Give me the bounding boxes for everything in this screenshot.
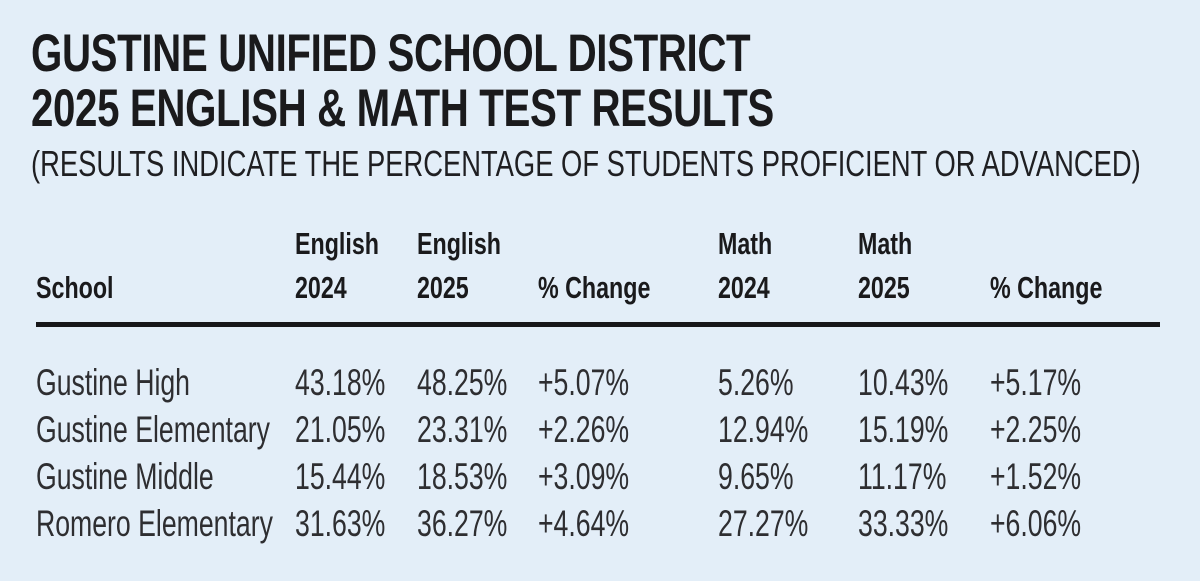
english-2024-value: 15.44% [295,456,386,497]
math-2024-value: 12.94% [718,409,809,450]
table-row-gustine-middle: Gustine Middle 15.44% 18.53% +3.09% 9.65… [36,453,1160,500]
table-row-gustine-high: Gustine High 43.18% 48.25% +5.07% 5.26% … [36,359,1160,406]
table-row-romero-elementary: Romero Elementary 31.63% 36.27% +4.64% 2… [36,500,1160,547]
page-title-line-1: GUSTINE UNIFIED SCHOOL DISTRICT [31,26,1200,81]
page-title-line-2: 2025 ENGLISH & MATH TEST RESULTS [31,81,1200,136]
school-name: Gustine High [36,362,191,403]
english-2025-value: 48.25% [417,362,508,403]
col-header-english-change: % Change [538,270,651,305]
math-2025-value: 15.19% [858,409,949,450]
page-title-line-1-text: GUSTINE UNIFIED SCHOOL DISTRICT [31,24,751,83]
english-2024-value: 43.18% [295,362,386,403]
english-change-value: +3.09% [538,456,630,497]
table-row-gustine-elementary: Gustine Elementary 21.05% 23.31% +2.26% … [36,406,1160,453]
math-2024-value: 27.27% [718,503,809,544]
math-2024-value: 9.65% [718,456,794,497]
page-title-line-2-text: 2025 ENGLISH & MATH TEST RESULTS [31,79,774,138]
english-2025-value: 23.31% [417,409,508,450]
english-2024-value: 21.05% [295,409,386,450]
school-name: Gustine Elementary [36,409,270,450]
results-table: School English 2024 English 2025 % Chang… [36,212,1160,547]
col-header-math-2025: Math 2025 [858,226,913,305]
math-2024-value: 5.26% [718,362,794,403]
school-name: Romero Elementary [36,503,273,544]
english-change-value: +4.64% [538,503,630,544]
col-header-math-2024: Math 2024 [718,226,773,305]
header-divider-rule [36,322,1160,327]
col-header-english-2024: English 2024 [295,226,379,305]
english-2024-value: 31.63% [295,503,386,544]
math-change-value: +2.25% [990,409,1082,450]
math-2025-value: 10.43% [858,362,949,403]
col-header-math-change: % Change [990,270,1103,305]
page-subtitle-text: (RESULTS INDICATE THE PERCENTAGE OF STUD… [31,143,1141,184]
math-change-value: +1.52% [990,456,1082,497]
page-subtitle: (RESULTS INDICATE THE PERCENTAGE OF STUD… [31,144,1200,184]
math-2025-value: 11.17% [858,456,947,497]
heading-block: GUSTINE UNIFIED SCHOOL DISTRICT 2025 ENG… [31,26,1200,184]
english-2025-value: 36.27% [417,503,508,544]
col-header-english-2025: English 2025 [417,226,501,305]
table-body: Gustine High 43.18% 48.25% +5.07% 5.26% … [36,359,1160,547]
table-header-row: School English 2024 English 2025 % Chang… [36,212,1160,310]
english-change-value: +2.26% [538,409,630,450]
math-2025-value: 33.33% [858,503,949,544]
english-2025-value: 18.53% [417,456,508,497]
math-change-value: +5.17% [990,362,1082,403]
math-change-value: +6.06% [990,503,1082,544]
col-header-school: School [36,270,114,305]
school-name: Gustine Middle [36,456,214,497]
english-change-value: +5.07% [538,362,630,403]
